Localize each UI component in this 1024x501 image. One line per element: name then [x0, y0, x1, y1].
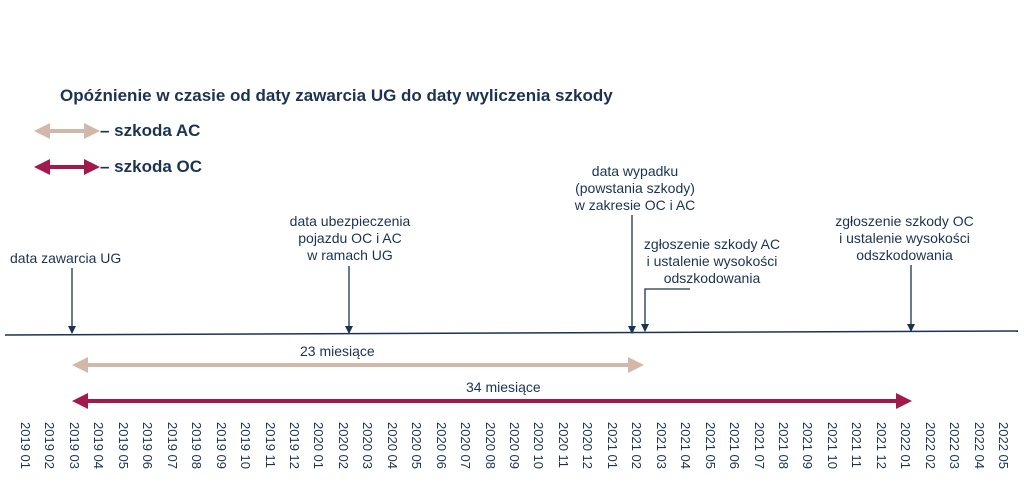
month-label: 2019 08 [189, 422, 205, 469]
month-label: 2022 04 [971, 422, 987, 469]
annotation-accident-date: data wypadku (powstania szkody) w zakres… [574, 163, 696, 213]
month-label: 2019 10 [238, 422, 254, 469]
pointer-ac-claim [641, 288, 690, 332]
month-label: 2021 10 [824, 422, 840, 469]
month-label: 2019 01 [18, 422, 33, 469]
month-label: 2019 11 [262, 422, 278, 469]
month-label: 2021 01 [604, 422, 620, 469]
month-label: 2021 04 [678, 422, 694, 469]
timeline-axis [4, 330, 1019, 336]
month-label: 2019 06 [140, 422, 156, 469]
month-label: 2019 09 [213, 422, 229, 469]
month-label: 2020 06 [433, 422, 449, 469]
legend-ac-label: – szkoda AC [100, 121, 201, 140]
month-label: 2022 03 [947, 422, 963, 469]
month-label: 2020 07 [458, 422, 474, 469]
month-label: 2020 08 [482, 422, 498, 469]
diagram-title: Opóźnienie w czasie od daty zawarcia UG … [60, 86, 613, 105]
month-label: 2020 05 [409, 422, 425, 469]
month-label: 2019 07 [164, 422, 180, 469]
month-label: 2020 11 [555, 422, 571, 469]
month-label: 2022 01 [898, 422, 914, 469]
month-label: 2022 05 [996, 422, 1011, 469]
month-label: 2020 01 [311, 422, 327, 469]
annotation-oc-claim: zgłoszenie szkody OC i ustalenie wysokoś… [835, 213, 974, 263]
month-label: 2021 02 [629, 422, 645, 469]
legend-oc-label: – szkoda OC [100, 157, 203, 176]
month-label: 2022 02 [922, 422, 938, 469]
span-ac-label: 23 miesiące [300, 343, 375, 359]
annotation-insurance-date: data ubezpieczenia pojazdu OC i AC w ram… [289, 213, 411, 263]
month-label: 2020 12 [580, 422, 596, 469]
month-label: 2021 07 [751, 422, 767, 469]
month-label: 2020 02 [335, 422, 351, 469]
month-label: 2021 11 [849, 422, 865, 469]
span-oc-label: 34 miesiące [466, 379, 541, 395]
month-label: 2021 09 [800, 422, 816, 469]
month-label: 2019 05 [115, 422, 131, 469]
month-label: 2019 03 [66, 422, 82, 469]
month-label: 2019 12 [286, 422, 302, 469]
month-label: 2019 02 [42, 422, 58, 469]
month-label: 2021 08 [775, 422, 791, 469]
month-label: 2020 09 [507, 422, 522, 469]
annotation-ac-claim: zgłoszenie szkody AC i ustalenie wysokoś… [643, 236, 781, 286]
month-label: 2021 12 [873, 422, 889, 469]
month-label: 2020 04 [384, 422, 400, 469]
month-label: 2021 06 [727, 422, 743, 469]
month-label: 2020 03 [360, 422, 376, 469]
month-label: 2021 05 [702, 422, 718, 469]
month-label: 2021 03 [653, 422, 669, 469]
annotation-contract-date: data zawarcia UG [10, 250, 122, 266]
month-label: 2020 10 [531, 422, 547, 469]
month-label: 2019 04 [91, 422, 107, 469]
